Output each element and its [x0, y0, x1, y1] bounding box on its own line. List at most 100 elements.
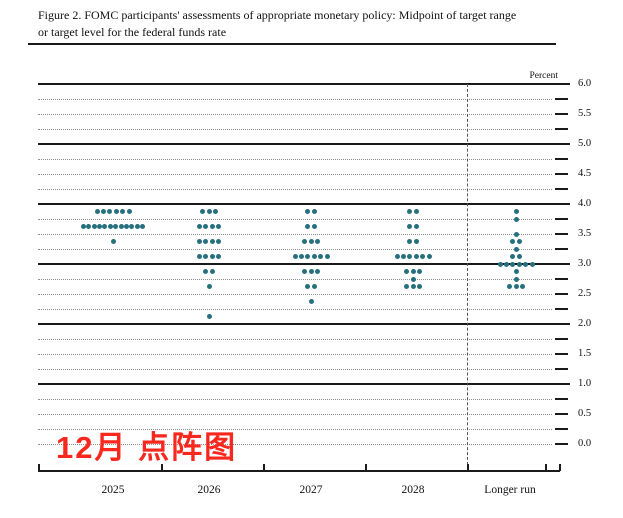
policy-rate-dot [507, 284, 513, 289]
policy-rate-dot [305, 224, 311, 229]
figure-title-line2: or target level for the federal funds ra… [38, 24, 227, 39]
policy-rate-dot [311, 254, 317, 259]
policy-rate-dot [203, 254, 209, 259]
policy-rate-dot [529, 261, 535, 267]
policy-rate-dot [404, 284, 410, 289]
policy-rate-dot [124, 224, 129, 229]
policy-rate-dot [206, 284, 212, 289]
y-axis-tick [555, 128, 568, 130]
policy-rate-dot [404, 269, 410, 274]
policy-rate-dot [513, 284, 519, 289]
dot-plot-chart: Percent 6.0 5.5 5.0 4.5 4.0 3.5 3.0 2.5 2.0 1.5 1.… [38, 71, 623, 496]
policy-rate-dot [311, 224, 317, 229]
policy-rate-dot [410, 276, 416, 282]
x-axis-tick [545, 464, 547, 471]
y-axis-tick-label: 1.5 [578, 347, 592, 359]
policy-rate-dot [209, 269, 215, 274]
y-axis-tick-label: 6.0 [578, 77, 592, 89]
policy-rate-dot [216, 224, 222, 229]
gridline-dotted [38, 234, 552, 235]
gridline-dotted [38, 189, 552, 190]
policy-rate-dot [113, 209, 119, 214]
figure-title: Figure 2. FOMC participants' assessments… [38, 7, 578, 41]
gridline-dotted [38, 429, 552, 430]
gridline-dotted [38, 129, 552, 130]
policy-rate-dot [516, 254, 522, 259]
policy-rate-dot [298, 254, 304, 259]
y-axis-tick [555, 353, 568, 355]
policy-rate-dot [203, 239, 209, 244]
gridline-dotted [38, 294, 552, 295]
y-axis-tick [555, 413, 568, 415]
policy-rate-dot [91, 224, 97, 229]
policy-rate-dot [523, 261, 529, 267]
gridline-solid [38, 143, 570, 145]
gridline-dotted [38, 309, 552, 310]
policy-rate-dot [196, 239, 202, 244]
y-axis-tick-label: 3.0 [578, 257, 592, 269]
policy-rate-dot [413, 224, 419, 229]
policy-rate-dot [510, 254, 516, 259]
policy-rate-dot [212, 209, 218, 214]
gridline-solid [38, 383, 570, 385]
policy-rate-dot [314, 269, 320, 274]
x-axis-category-label: 2027 [299, 484, 323, 496]
y-axis-tick [555, 173, 568, 175]
policy-rate-dot [516, 261, 522, 267]
gridline-solid [38, 83, 570, 85]
policy-rate-dot [110, 239, 116, 244]
policy-rate-dot [324, 254, 330, 259]
y-axis-tick [555, 218, 568, 220]
policy-rate-dot [209, 224, 215, 229]
gridline-dotted [38, 354, 552, 355]
x-axis-tick [559, 464, 561, 471]
gridline-solid [38, 263, 570, 265]
policy-rate-dot [510, 239, 516, 244]
policy-rate-dot [519, 284, 525, 289]
policy-rate-dot [516, 239, 522, 244]
x-axis-tick [263, 464, 265, 471]
y-axis-tick [555, 368, 568, 370]
policy-rate-dot [107, 209, 113, 214]
gridline-dotted [38, 414, 552, 415]
policy-rate-dot [314, 239, 320, 244]
policy-rate-dot [308, 299, 314, 304]
y-axis-tick-label: 4.0 [578, 197, 592, 209]
policy-rate-dot [86, 224, 92, 229]
y-axis-tick [555, 398, 568, 400]
y-axis-unit-label: Percent [529, 71, 559, 81]
policy-rate-dot [413, 209, 419, 214]
policy-rate-dot [302, 239, 308, 244]
policy-rate-dot [100, 209, 106, 214]
y-axis-tick-label: 4.5 [578, 167, 592, 179]
policy-rate-dot [416, 269, 422, 274]
policy-rate-dot [206, 209, 212, 214]
policy-rate-dot [292, 254, 298, 259]
y-axis-tick [555, 278, 568, 280]
gridline-solid [38, 203, 570, 205]
x-axis-tick [365, 464, 367, 471]
policy-rate-dot [426, 254, 432, 259]
gridline-solid [38, 323, 570, 325]
policy-rate-dot [513, 246, 519, 252]
y-axis-tick [555, 293, 568, 295]
policy-rate-dot [413, 239, 419, 244]
y-axis-tick [555, 443, 568, 445]
policy-rate-dot [513, 231, 519, 237]
y-axis-tick [555, 98, 568, 100]
policy-rate-dot [203, 269, 209, 274]
gridline-dotted [38, 339, 552, 340]
y-axis-tick [555, 338, 568, 340]
policy-rate-dot [118, 224, 124, 229]
x-axis-category-label: Longer run [484, 484, 536, 496]
policy-rate-dot [416, 284, 422, 289]
y-axis-tick [555, 428, 568, 430]
y-axis-tick-label: 5.0 [578, 137, 592, 149]
x-axis-category-label: 2025 [101, 484, 125, 496]
policy-rate-dot [209, 239, 215, 244]
x-axis-category-label: 2028 [401, 484, 425, 496]
gridline-dotted [38, 174, 552, 175]
policy-rate-dot [503, 261, 509, 267]
policy-rate-dot [129, 224, 135, 229]
policy-rate-dot [302, 269, 308, 274]
